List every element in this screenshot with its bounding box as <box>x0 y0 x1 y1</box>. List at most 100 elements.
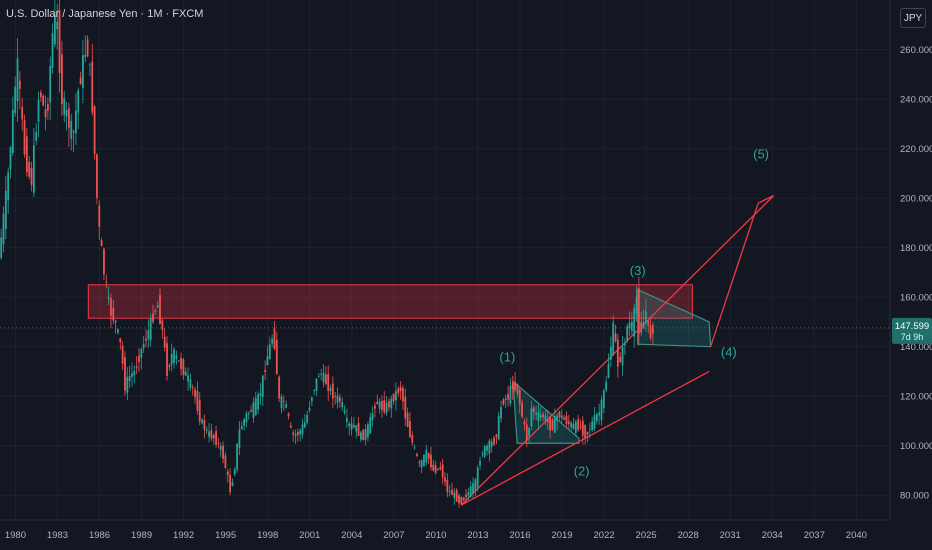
candle-body <box>12 110 14 153</box>
candle-body <box>87 39 89 56</box>
x-tick-label: 1992 <box>173 530 194 541</box>
candle-body <box>589 429 591 430</box>
x-tick-label: 2034 <box>762 530 783 541</box>
candle-body <box>260 393 262 396</box>
candle-body <box>524 421 526 424</box>
resistance-zone <box>88 285 692 318</box>
candle-body <box>33 145 35 192</box>
candle-body <box>117 329 119 332</box>
candle-body <box>640 322 642 333</box>
candle-body <box>498 416 500 440</box>
candle-body <box>603 390 605 408</box>
candle-body <box>211 430 213 438</box>
candle-body <box>488 441 490 454</box>
x-tick-label: 2010 <box>425 530 446 541</box>
candle-body <box>451 490 453 495</box>
candle-body <box>10 147 12 169</box>
candle-body <box>129 376 131 381</box>
candle-body <box>353 425 355 427</box>
x-tick-label: 2037 <box>804 530 825 541</box>
x-tick-label: 1980 <box>5 530 26 541</box>
candle-body <box>295 434 297 436</box>
candle-body <box>358 423 360 436</box>
candle-body <box>136 367 138 368</box>
x-tick-label: 2004 <box>341 530 362 541</box>
candle-body <box>124 357 126 391</box>
candle-body <box>369 417 371 433</box>
candle-body <box>386 403 388 413</box>
candle-body <box>5 191 7 229</box>
candle-body <box>285 404 287 408</box>
candle-body <box>203 420 205 430</box>
candle-body <box>292 432 294 434</box>
candle-body <box>215 431 217 445</box>
candle-body <box>185 372 187 376</box>
x-tick-label: 1983 <box>47 530 68 541</box>
x-tick-label: 1986 <box>89 530 110 541</box>
candle-body <box>495 435 497 437</box>
candle-body <box>320 374 322 375</box>
candle-body <box>91 61 93 112</box>
candle-body <box>178 360 180 361</box>
candle-body <box>507 394 509 399</box>
candle-body <box>383 400 385 412</box>
candle-body <box>617 340 619 367</box>
candle-body <box>241 426 243 429</box>
currency-button[interactable]: JPY <box>900 8 926 28</box>
candle-body <box>397 388 399 393</box>
candle-body <box>38 100 40 122</box>
candle-body <box>633 308 635 337</box>
candle-body <box>400 387 402 391</box>
candle-body <box>201 420 203 424</box>
candle-body <box>374 406 376 409</box>
candle-body <box>510 386 512 404</box>
candle-body <box>264 370 266 372</box>
candle-body <box>514 382 516 390</box>
candle-body <box>458 495 460 503</box>
candle-body <box>626 326 628 340</box>
candle-body <box>502 400 504 405</box>
x-tick-label: 2022 <box>594 530 615 541</box>
candle-body <box>605 382 607 390</box>
wave-label-1: (1) <box>499 350 515 365</box>
candle-body <box>474 479 476 491</box>
candle-body <box>481 454 483 455</box>
candle-body <box>449 491 451 492</box>
candle-body <box>407 413 409 427</box>
candle-body <box>365 429 367 439</box>
candle-body <box>101 240 103 246</box>
candle-body <box>187 375 189 381</box>
candle-body <box>306 415 308 423</box>
x-tick-label: 1995 <box>215 530 236 541</box>
candle-body <box>250 410 252 412</box>
candle-body <box>271 339 273 344</box>
candle-body <box>351 424 353 430</box>
candle-body <box>542 414 544 417</box>
candle-body <box>404 397 406 419</box>
candle-body <box>239 430 241 448</box>
candle-body <box>131 373 133 376</box>
y-tick-label: 100.000 <box>900 441 932 452</box>
candle-body <box>526 425 528 441</box>
candle-body <box>323 373 325 383</box>
candle-body <box>388 401 390 407</box>
candle-body <box>339 397 341 401</box>
candle-body <box>199 400 201 421</box>
candle-body <box>570 423 572 428</box>
candle-body <box>545 415 547 421</box>
candle-body <box>460 497 462 504</box>
candle-body <box>608 364 610 378</box>
candle-body <box>472 483 474 493</box>
x-tick-label: 1989 <box>131 530 152 541</box>
candle-body <box>288 414 290 417</box>
candle-body <box>344 410 346 412</box>
candle-body <box>52 33 54 67</box>
candle-body <box>196 391 198 411</box>
candle-body <box>619 357 621 362</box>
candle-body <box>491 442 493 447</box>
candle-body <box>535 413 537 415</box>
candle-body <box>645 311 647 323</box>
